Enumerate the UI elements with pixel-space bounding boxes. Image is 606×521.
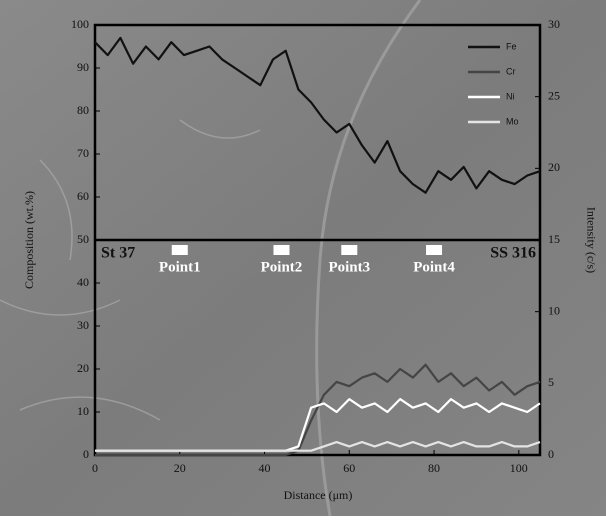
y-tick-label: 40 — [77, 275, 89, 289]
x-tick-label: 60 — [343, 461, 355, 475]
y2-tick-label: 15 — [548, 232, 560, 246]
y-tick-label: 20 — [77, 361, 89, 375]
x-tick-label: 100 — [510, 461, 528, 475]
y2-tick-label: 30 — [548, 17, 560, 31]
y-tick-label: 80 — [77, 103, 89, 117]
y2-tick-label: 0 — [548, 447, 554, 461]
chart: Composition (wt.%) Intensity (c/s) Dista… — [0, 0, 606, 516]
y2-tick-label: 5 — [548, 375, 554, 389]
point-label: Point1 — [159, 259, 201, 275]
y-tick-label: 10 — [77, 404, 89, 418]
x-axis-label: Distance (μm) — [284, 488, 353, 502]
y-tick-label: 30 — [77, 318, 89, 332]
point-label: Point4 — [413, 259, 455, 275]
x-tick-label: 40 — [259, 461, 271, 475]
legend-label: Mo — [506, 116, 519, 126]
legend-label: Fe — [506, 41, 517, 51]
corner-label: St 37 — [101, 245, 135, 262]
point-label: Point2 — [261, 259, 303, 275]
y-tick-label: 50 — [77, 232, 89, 246]
y-tick-label: 60 — [77, 189, 89, 203]
y-tick-label: 0 — [83, 447, 89, 461]
y2-tick-label: 20 — [548, 160, 560, 174]
y-tick-label: 90 — [77, 60, 89, 74]
y-tick-label: 70 — [77, 146, 89, 160]
legend-label: Ni — [506, 91, 515, 101]
x-tick-label: 0 — [92, 461, 98, 475]
point-marker — [172, 245, 188, 255]
point-marker — [426, 245, 442, 255]
y-axis-label: Composition (wt.%) — [22, 191, 36, 289]
x-tick-label: 20 — [174, 461, 186, 475]
corner-label: SS 316 — [490, 245, 536, 262]
y2-tick-label: 25 — [548, 88, 560, 102]
y2-axis-label: Intensity (c/s) — [584, 207, 598, 273]
point-label: Point3 — [328, 259, 370, 275]
y2-tick-label: 10 — [548, 303, 560, 317]
legend-label: Cr — [506, 66, 516, 76]
y-tick-label: 100 — [71, 17, 89, 31]
point-marker — [341, 245, 357, 255]
point-marker — [273, 245, 289, 255]
x-tick-label: 80 — [428, 461, 440, 475]
